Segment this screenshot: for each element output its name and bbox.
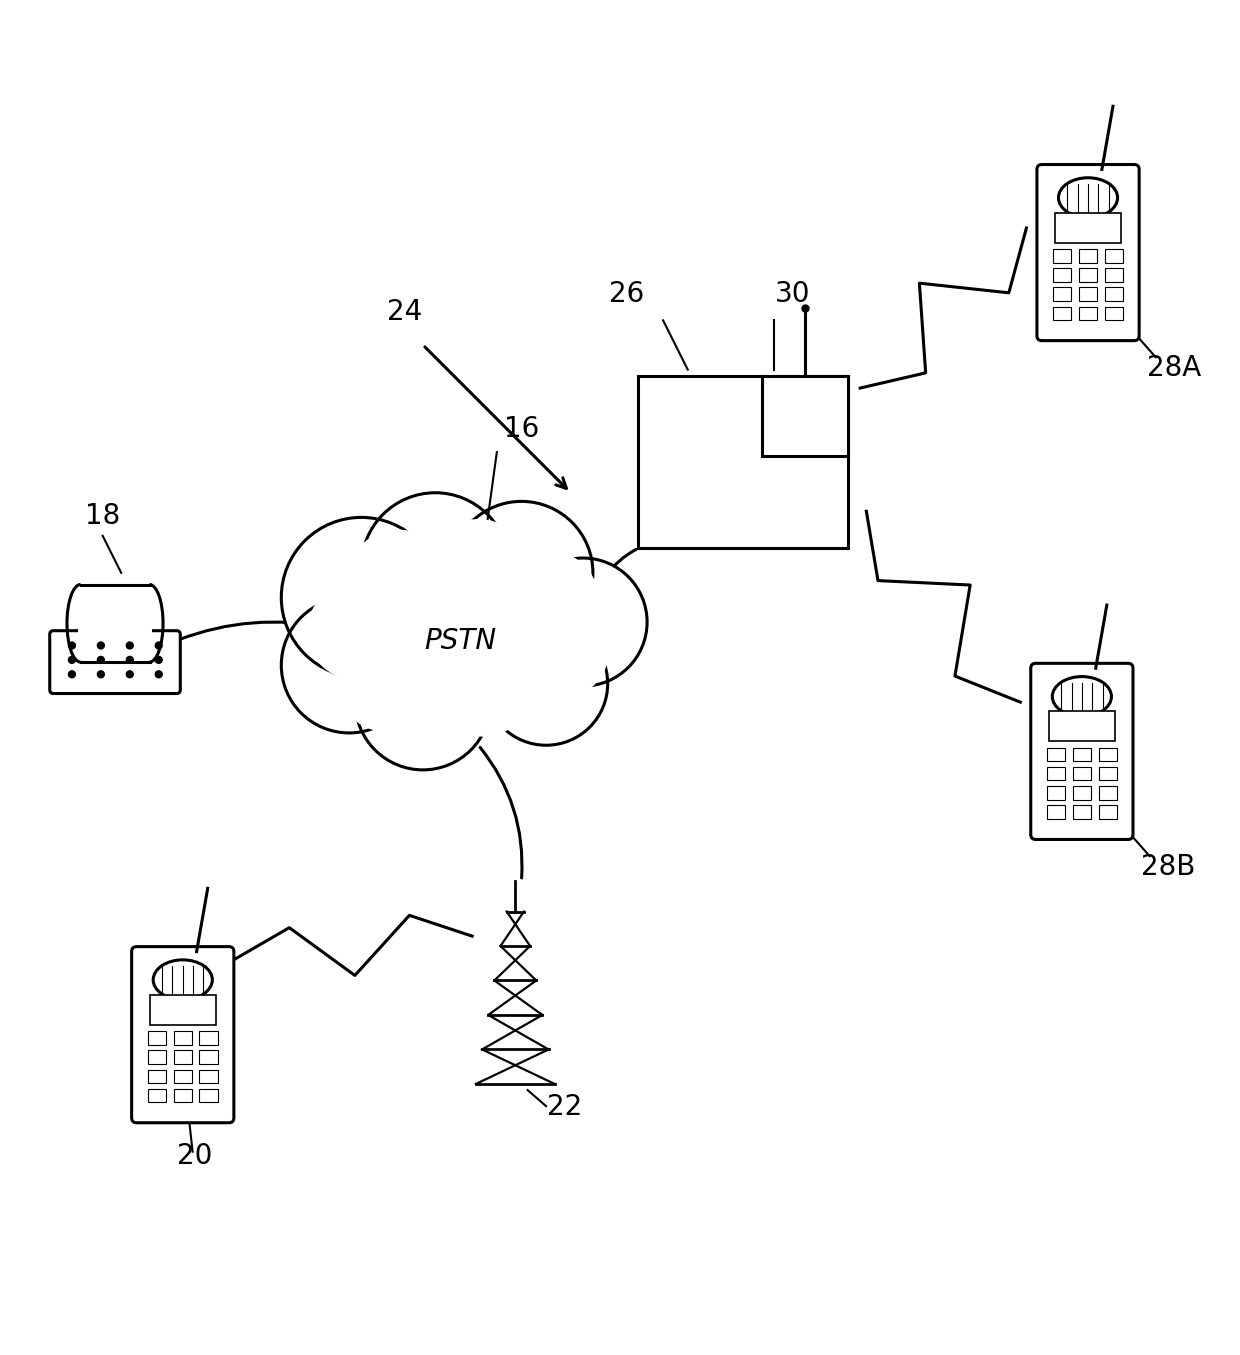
Text: 28B: 28B bbox=[1141, 852, 1195, 881]
Circle shape bbox=[308, 584, 403, 679]
Bar bbox=[639, 375, 848, 549]
Bar bbox=[148, 1069, 166, 1083]
Bar bbox=[1099, 786, 1117, 799]
Circle shape bbox=[126, 642, 133, 649]
Circle shape bbox=[386, 561, 558, 733]
Text: PSTN: PSTN bbox=[424, 626, 496, 654]
Circle shape bbox=[68, 642, 76, 649]
Circle shape bbox=[98, 642, 104, 649]
Text: 18: 18 bbox=[86, 501, 120, 530]
Circle shape bbox=[281, 518, 441, 678]
Bar bbox=[150, 995, 216, 1024]
Bar bbox=[1073, 805, 1091, 818]
Bar bbox=[200, 1069, 218, 1083]
Circle shape bbox=[126, 656, 133, 664]
Circle shape bbox=[520, 558, 647, 686]
FancyBboxPatch shape bbox=[78, 583, 153, 664]
Bar bbox=[1047, 786, 1065, 799]
Circle shape bbox=[98, 671, 104, 678]
Bar bbox=[1105, 287, 1123, 301]
Bar bbox=[148, 1050, 166, 1064]
Bar bbox=[200, 1050, 218, 1064]
Circle shape bbox=[281, 598, 417, 733]
Bar bbox=[1053, 268, 1071, 282]
Circle shape bbox=[485, 622, 608, 745]
Bar bbox=[1079, 268, 1097, 282]
Bar bbox=[174, 1069, 192, 1083]
Bar bbox=[1053, 306, 1071, 320]
Ellipse shape bbox=[1053, 676, 1111, 717]
Bar bbox=[1055, 213, 1121, 243]
Bar bbox=[174, 1050, 192, 1064]
FancyBboxPatch shape bbox=[131, 947, 234, 1123]
Circle shape bbox=[155, 656, 162, 664]
Bar bbox=[1079, 306, 1097, 320]
Circle shape bbox=[507, 553, 598, 642]
Circle shape bbox=[68, 656, 76, 664]
FancyBboxPatch shape bbox=[1030, 664, 1133, 840]
Bar bbox=[148, 1088, 166, 1102]
Bar bbox=[1047, 767, 1065, 780]
Bar bbox=[1079, 249, 1097, 263]
FancyBboxPatch shape bbox=[1037, 164, 1140, 340]
FancyBboxPatch shape bbox=[50, 630, 180, 694]
Bar bbox=[1053, 287, 1071, 301]
Bar bbox=[174, 1031, 192, 1045]
Circle shape bbox=[68, 671, 76, 678]
Bar bbox=[200, 1031, 218, 1045]
Bar bbox=[1049, 711, 1115, 741]
Text: 20: 20 bbox=[177, 1142, 213, 1169]
Bar bbox=[1079, 287, 1097, 301]
Circle shape bbox=[361, 493, 510, 641]
Bar bbox=[1053, 249, 1071, 263]
Text: 24: 24 bbox=[387, 298, 422, 327]
Text: 28A: 28A bbox=[1147, 354, 1202, 382]
Text: 26: 26 bbox=[609, 280, 644, 308]
Text: 22: 22 bbox=[547, 1092, 583, 1121]
Circle shape bbox=[355, 634, 491, 770]
Circle shape bbox=[126, 671, 133, 678]
Circle shape bbox=[346, 530, 450, 634]
Bar bbox=[1099, 767, 1117, 780]
Text: 30: 30 bbox=[775, 280, 810, 308]
Bar bbox=[1073, 767, 1091, 780]
Bar bbox=[1099, 805, 1117, 818]
Circle shape bbox=[339, 637, 434, 732]
Bar bbox=[1073, 786, 1091, 799]
Bar bbox=[200, 1088, 218, 1102]
Bar bbox=[1047, 748, 1065, 762]
Bar bbox=[1105, 249, 1123, 263]
Bar bbox=[1105, 268, 1123, 282]
Bar bbox=[174, 1088, 192, 1102]
Circle shape bbox=[155, 671, 162, 678]
Bar bbox=[761, 375, 848, 455]
Circle shape bbox=[441, 650, 528, 736]
Circle shape bbox=[428, 520, 528, 619]
Ellipse shape bbox=[1059, 178, 1117, 218]
Circle shape bbox=[155, 642, 162, 649]
Circle shape bbox=[522, 610, 608, 696]
Text: 16: 16 bbox=[503, 416, 539, 443]
Bar bbox=[1105, 306, 1123, 320]
Bar bbox=[1099, 748, 1117, 762]
Ellipse shape bbox=[154, 959, 212, 1000]
Circle shape bbox=[98, 656, 104, 664]
Bar bbox=[1047, 805, 1065, 818]
Bar bbox=[148, 1031, 166, 1045]
Circle shape bbox=[450, 501, 593, 644]
Bar bbox=[1073, 748, 1091, 762]
